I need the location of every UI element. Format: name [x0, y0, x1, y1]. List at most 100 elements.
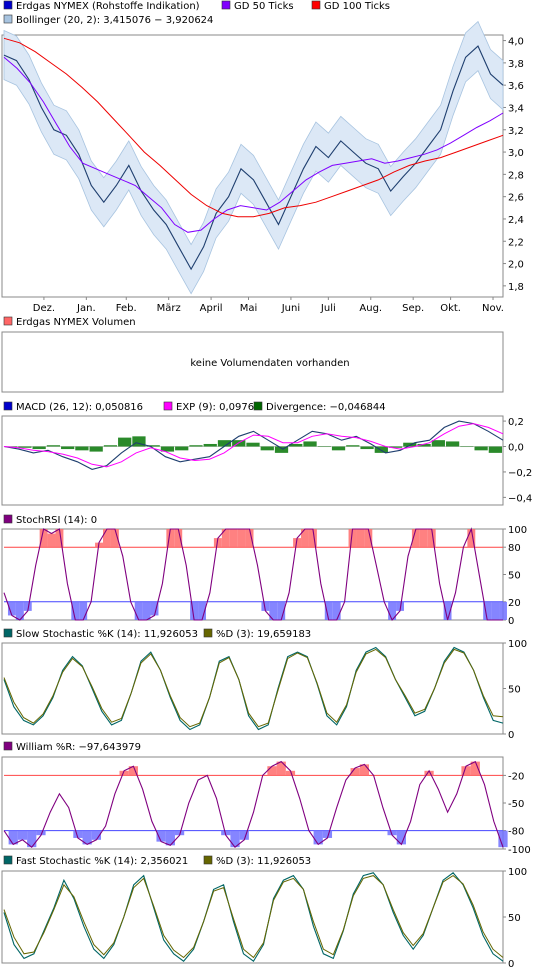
macd-plot-frame: [1, 415, 504, 506]
stochrsi-oversold-fill: [190, 601, 199, 620]
williams-panel: William %R: −97,643979 -20 -50 -80 -100: [1, 741, 531, 856]
macd-legend-label: EXP (9): 0,09766: [176, 402, 260, 413]
stochrsi-oversold-fill: [150, 601, 159, 616]
macd-y-tick: −0,4: [508, 493, 532, 504]
price-x-tick: Sep.: [402, 303, 424, 314]
williams-y-tick: -100: [508, 845, 531, 856]
faststoch-legend-label: %D (3): 11,926053: [216, 856, 311, 867]
macd-series-0-line: [3, 420, 504, 470]
stochrsi-overbought-fill: [110, 529, 119, 548]
stochrsi-overbought-fill: [166, 529, 175, 548]
stochrsi-oversold-fill: [198, 601, 206, 620]
price-x-tick: Aug.: [359, 303, 382, 314]
williams-overbought-fill: [461, 766, 471, 776]
price-y-tick: 3,4: [508, 103, 524, 114]
williams-oversold-fill: [36, 830, 46, 836]
price-y-tick: 2,6: [508, 193, 524, 204]
macd-legend-label: MACD (26, 12): 0,050816: [16, 402, 143, 413]
faststoch-panel: Fast Stochastic %K (14): 2,356021 %D (3):…: [1, 855, 527, 970]
price-legend-label: GD 50 Ticks: [234, 1, 294, 12]
stochrsi-oversold-fill: [15, 601, 24, 620]
stochrsi-oversold-fill: [324, 601, 333, 620]
price-panel: Erdgas NYMEX (Rohstoffe Indikation) GD 50…: [1, 0, 524, 314]
stochrsi-legend-swatch: [3, 514, 13, 524]
macd-divergence-bar: [317, 446, 331, 448]
stochrsi-panel: StochRSI (14): 0 100 80 50 20 0: [1, 514, 527, 627]
stochrsi-overbought-fill: [293, 538, 302, 548]
stochrsi-overbought-fill: [55, 529, 64, 548]
macd-divergence-bar: [217, 440, 232, 447]
faststoch-y-tick: 0: [508, 959, 514, 970]
stochrsi-overbought-fill: [39, 529, 48, 548]
macd-divergence-bar: [175, 446, 189, 451]
price-y-tick: 3,2: [508, 126, 524, 137]
price-x-tick: Okt.: [440, 303, 461, 314]
faststoch-series-1-line: [3, 874, 504, 959]
slowstoch-legend-swatch: [203, 628, 213, 638]
stochrsi-overbought-fill: [467, 529, 476, 548]
macd-divergence-bar: [61, 446, 75, 450]
price-legend-swatch: [311, 0, 321, 10]
stochrsi-overbought-fill: [229, 529, 238, 548]
williams-y-tick: -50: [508, 799, 524, 810]
macd-y-tick: 0,2: [508, 417, 524, 428]
macd-divergence-bar: [445, 441, 460, 447]
price-legend-label: Erdgas NYMEX (Rohstoffe Indikation): [16, 1, 200, 12]
stochrsi-y-tick: 80: [508, 543, 521, 554]
macd-series-1-line: [3, 423, 504, 468]
stochrsi-y-tick: 0: [508, 616, 514, 627]
macd-divergence-bar: [403, 442, 417, 447]
williams-oversold-fill: [17, 830, 28, 840]
slowstoch-legend-label: %D (3): 19,659183: [216, 629, 311, 640]
williams-oversold-fill: [498, 830, 508, 848]
williams-oversold-fill: [27, 830, 37, 848]
volume-panel: Erdgas NYMEX Volumen keine Volumendaten v…: [1, 316, 504, 393]
price-y-tick: 3,0: [508, 148, 524, 159]
price-y-tick: 4,0: [508, 37, 524, 48]
stochrsi-oversold-fill: [134, 601, 143, 620]
macd-divergence-bar: [203, 443, 217, 447]
price-legend-swatch: [221, 0, 231, 10]
williams-overbought-fill: [119, 770, 129, 776]
stochrsi-overbought-fill: [221, 529, 230, 548]
stochrsi-overbought-fill: [308, 529, 317, 548]
stochrsi-oversold-fill: [79, 601, 88, 620]
stochrsi-overbought-fill: [245, 529, 254, 548]
price-x-tick: Jan.: [76, 303, 96, 314]
price-legend-label: Bollinger (20, 2): 3,415076 − 3,920624: [16, 15, 213, 26]
macd-divergence-bar: [46, 445, 61, 447]
macd-divergence-bar: [89, 446, 103, 452]
stochrsi-oversold-fill: [499, 601, 507, 620]
macd-divergence-bar: [146, 445, 160, 447]
faststoch-legend-swatch: [203, 855, 213, 865]
macd-divergence-bar: [132, 436, 146, 447]
faststoch-plot-frame: [1, 870, 504, 964]
stochrsi-y-tick: 20: [508, 598, 521, 609]
williams-overbought-fill: [470, 761, 480, 776]
price-y-tick: 3,6: [508, 81, 524, 92]
macd-divergence-bar: [488, 446, 502, 453]
stochrsi-oversold-fill: [142, 601, 151, 620]
macd-legend-swatch: [253, 401, 263, 411]
stochrsi-oversold-fill: [388, 601, 397, 620]
stochrsi-overbought-fill: [356, 529, 365, 548]
slowstoch-series-1-line: [3, 648, 504, 728]
stochrsi-oversold-fill: [277, 601, 286, 620]
price-y-tick: 2,4: [508, 215, 524, 226]
williams-overbought-fill: [267, 766, 277, 776]
price-y-tick: 2,2: [508, 237, 524, 248]
stochrsi-overbought-fill: [174, 529, 183, 548]
williams-oversold-fill: [156, 830, 166, 842]
stochrsi-overbought-fill: [301, 529, 309, 548]
williams-oversold-fill: [174, 830, 185, 836]
slowstoch-legend-label: Slow Stochastic %K (14): 11,926053: [16, 629, 198, 640]
macd-divergence-bar: [246, 442, 260, 447]
williams-overbought-fill: [350, 768, 360, 776]
stochrsi-oversold-fill: [7, 601, 16, 616]
volume-legend-label: Erdgas NYMEX Volumen: [16, 317, 136, 328]
stochrsi-overbought-fill: [103, 529, 111, 548]
macd-legend-label: Divergence: −0,046844: [266, 402, 386, 413]
stochrsi-oversold-fill: [261, 601, 270, 611]
no-volume-message: keine Volumendaten vorhanden: [190, 358, 349, 369]
